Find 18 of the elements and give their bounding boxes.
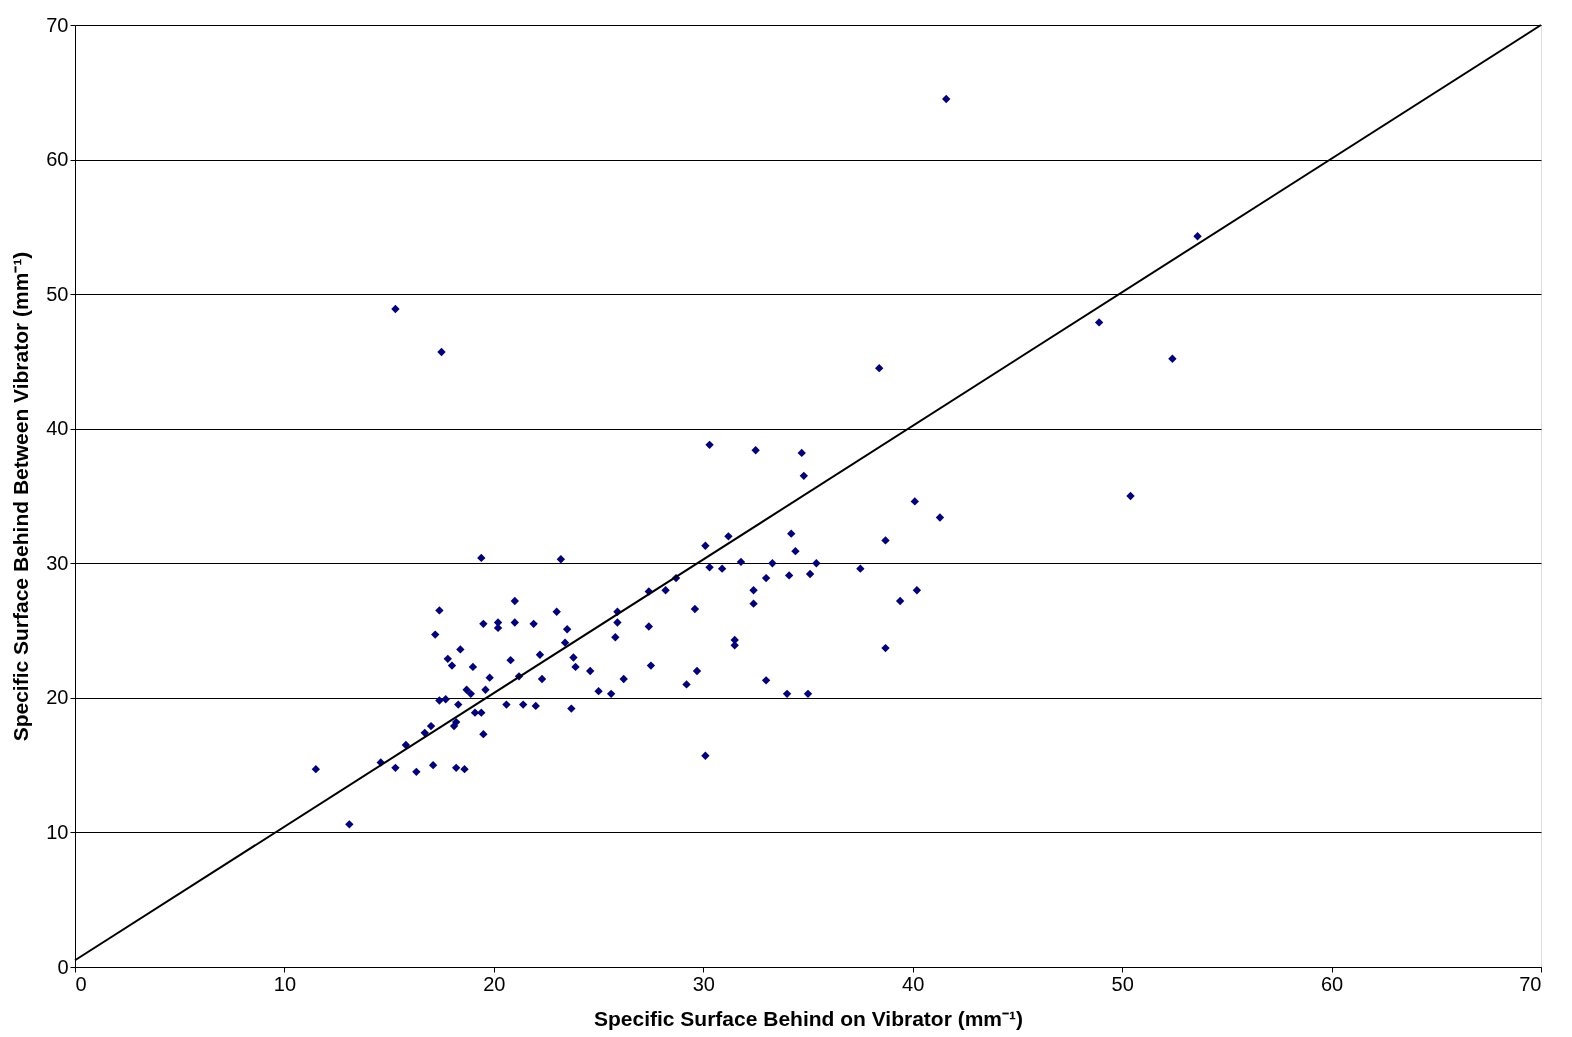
x-axis-title: Specific Surface Behind on Vibrator (mm⁻¹): [593, 1006, 1024, 1030]
y-tick-label: 60: [46, 148, 69, 171]
x-tick-label: 20: [483, 972, 506, 995]
y-tick-label: 0: [57, 955, 69, 978]
y-tick-label: 10: [46, 820, 69, 843]
y-tick-label: 70: [46, 13, 69, 36]
x-tick-label: 60: [1320, 972, 1344, 995]
y-tick-label: 30: [46, 551, 69, 574]
x-tick-label: 40: [902, 972, 925, 995]
x-tick-label: 30: [692, 972, 715, 995]
y-tick-label: 50: [46, 282, 69, 305]
x-tick-label: 0: [75, 972, 87, 995]
y-axis-title: Specific Surface Behind Between Vibrator (mm⁻¹): [9, 251, 33, 742]
y-tick-label: 20: [46, 686, 69, 709]
x-tick-label: 10: [273, 972, 297, 995]
x-tick-label: 70: [1519, 972, 1542, 995]
y-tick-label: 40: [46, 417, 69, 440]
x-tick-label: 50: [1111, 972, 1134, 995]
